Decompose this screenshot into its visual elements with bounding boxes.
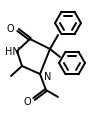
Text: O: O xyxy=(23,96,31,106)
Text: O: O xyxy=(6,24,14,34)
Text: N: N xyxy=(44,71,51,81)
Text: HN: HN xyxy=(5,47,20,57)
